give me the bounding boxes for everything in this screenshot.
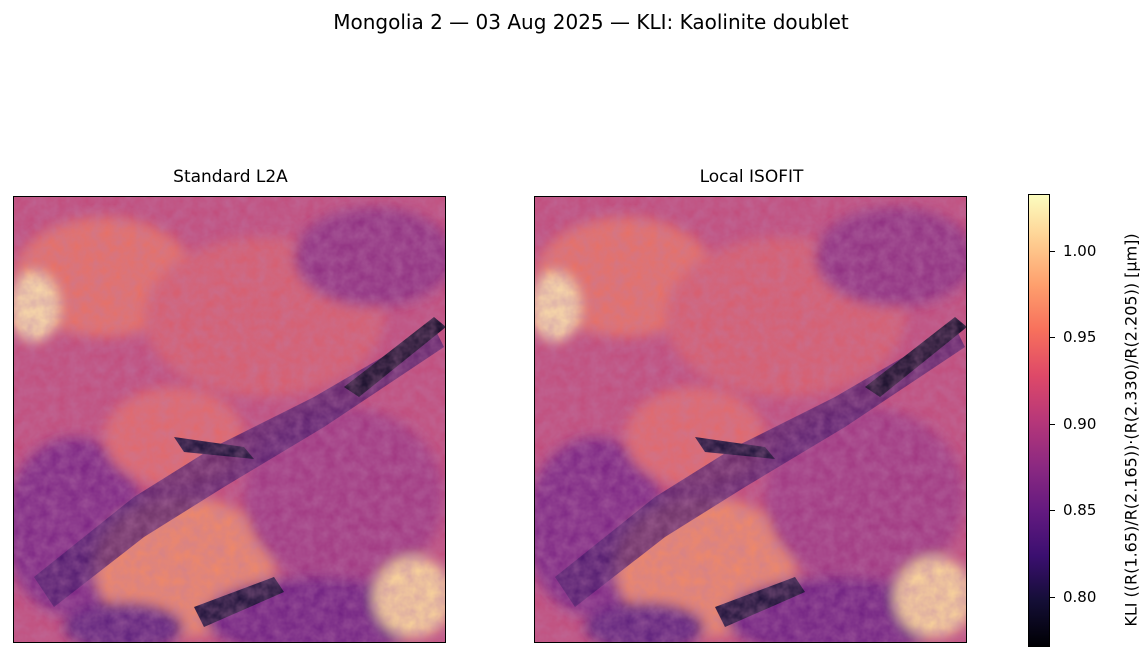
colorbar-tick [1050, 597, 1055, 598]
colorbar-tick-label: 0.90 [1063, 415, 1097, 433]
colorbar-tick [1050, 251, 1055, 252]
heatmap-standard-l2a [13, 196, 446, 643]
colorbar-tick [1050, 424, 1055, 425]
panel-title-standard: Standard L2A [173, 167, 288, 187]
heatmap-standard-svg [14, 197, 445, 642]
panel-title-local: Local ISOFIT [699, 167, 804, 187]
colorbar-tick-label: 0.95 [1063, 328, 1097, 346]
terrain-layer [14, 197, 445, 642]
heatmap-local-svg [535, 197, 966, 642]
colorbar-tick [1050, 337, 1055, 338]
colorbar-label: KLI ((R(1.65)/R(2.165))·(R(2.330)/R(2.20… [1121, 233, 1141, 627]
colorbar-tick-label: 0.85 [1063, 501, 1097, 519]
terrain-layer [535, 197, 966, 642]
colorbar-tick-label: 0.80 [1063, 588, 1097, 606]
heatmap-local-isofit [534, 196, 967, 643]
figure-title: Mongolia 2 — 03 Aug 2025 — KLI: Kaolinit… [333, 10, 849, 34]
colorbar [1028, 194, 1050, 647]
colorbar-tick-label: 1.00 [1063, 242, 1097, 260]
colorbar-tick [1050, 510, 1055, 511]
